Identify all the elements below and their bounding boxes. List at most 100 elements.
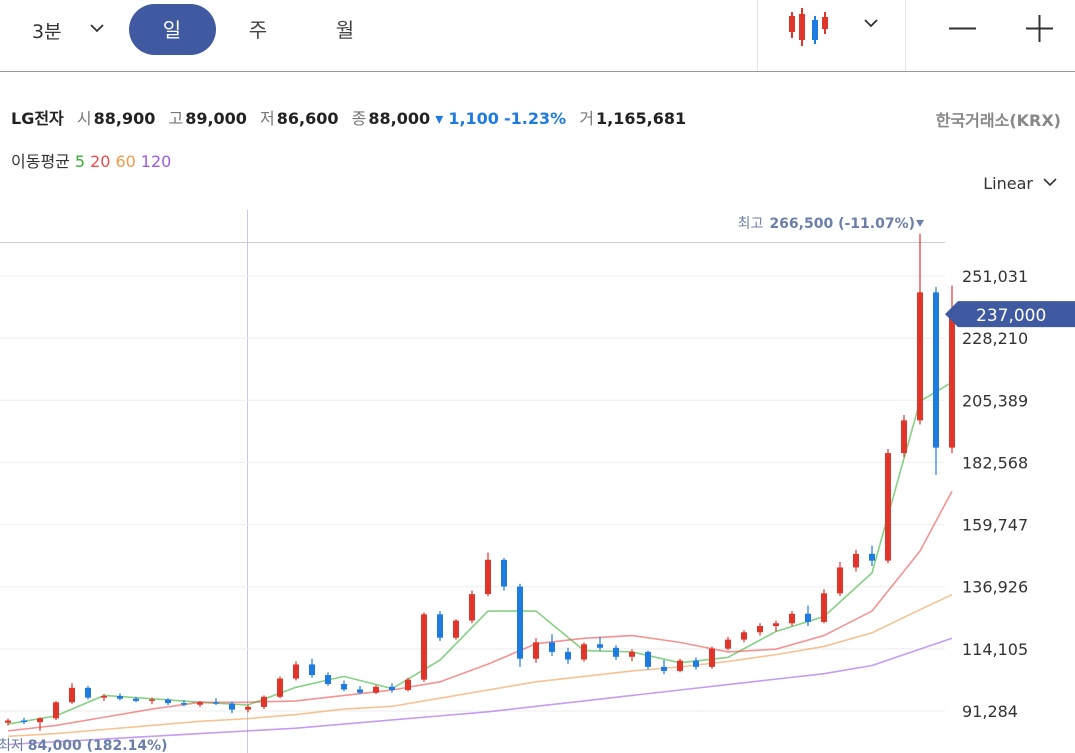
candle-body	[565, 651, 571, 660]
candle-body	[453, 620, 459, 638]
active-tab-pill[interactable]	[129, 4, 216, 55]
candle-body	[501, 559, 507, 587]
candle-body	[597, 644, 603, 648]
candle-body	[53, 702, 59, 719]
scale-mode[interactable]: Linear	[983, 174, 1033, 193]
field-value: 86,600	[276, 109, 339, 128]
interval[interactable]: 3분	[32, 21, 62, 43]
candle-body	[549, 642, 555, 652]
ma-line	[7, 637, 953, 746]
field-value: 88,000	[368, 109, 431, 128]
tab[interactable]: 주	[249, 18, 267, 42]
y-tick-label: 205,389	[962, 391, 1028, 410]
candle-body	[725, 639, 731, 649]
scale-chevron[interactable]	[1043, 178, 1057, 187]
candle-body	[389, 686, 395, 691]
field-label: 시	[76, 109, 92, 128]
candle-body	[773, 623, 779, 627]
field-label: 저	[260, 109, 275, 128]
candle-body	[629, 651, 635, 657]
interval-chevron[interactable]	[90, 24, 104, 33]
ma-legend-item[interactable]: 5	[74, 152, 86, 171]
candle-body	[261, 696, 267, 707]
ma-legend-item[interactable]: 20	[90, 152, 111, 171]
chart-type-icon[interactable]	[789, 8, 828, 46]
candle-body	[293, 664, 299, 679]
y-tick-label: 228,210	[962, 329, 1028, 348]
candle-body	[741, 632, 747, 640]
candle-body	[757, 626, 763, 633]
change-pct: -1.23%	[504, 109, 567, 128]
ma-legend: 이동평균 5 20 60 120	[11, 148, 171, 172]
candle-body	[933, 292, 939, 448]
field-value: 89,000	[185, 109, 247, 128]
down-arrow: ▾	[435, 109, 444, 128]
candle-body	[277, 678, 283, 697]
candle-body	[485, 559, 491, 595]
ma-line	[7, 593, 953, 738]
candle-body	[869, 553, 875, 561]
candle-body	[789, 613, 795, 624]
tab[interactable]: 일	[163, 18, 181, 42]
candle-body	[133, 698, 139, 701]
candle-body	[677, 660, 683, 671]
candle-body	[469, 594, 475, 621]
candle-body	[437, 614, 443, 638]
y-tick-label: 114,105	[962, 640, 1028, 659]
candle-body	[805, 613, 811, 622]
y-tick-label: 159,747	[962, 516, 1028, 535]
field-label: 종	[351, 109, 367, 128]
y-tick-label: 251,031	[962, 267, 1028, 286]
candle-body	[325, 675, 331, 685]
candle-body	[517, 586, 523, 659]
candle-body	[885, 453, 891, 561]
candle-body	[645, 651, 651, 667]
candle-body	[69, 687, 75, 703]
ma-line	[7, 490, 953, 732]
candle-body	[949, 314, 955, 448]
candle-body	[213, 702, 219, 704]
candle-body	[373, 686, 379, 693]
max-label: 최고	[738, 216, 764, 232]
candle-body	[661, 666, 667, 671]
last-price-label: 237,000	[976, 306, 1046, 326]
field-label: 고	[168, 109, 184, 128]
candle-body	[405, 679, 411, 691]
tab[interactable]: 월	[336, 18, 354, 42]
candle-body	[837, 567, 843, 594]
candle-body	[709, 648, 715, 667]
candle-body	[21, 720, 27, 723]
min-value: 84,000 (182.14%)	[28, 738, 168, 753]
field-label: 거	[579, 109, 594, 128]
candle-body	[181, 703, 187, 705]
ma-legend-item[interactable]: 120	[140, 152, 172, 171]
last-price-tag	[945, 301, 1075, 328]
candle-body	[533, 642, 539, 659]
candle-body	[613, 647, 619, 657]
ma-line	[7, 381, 953, 725]
ma-legend-title: 이동평균	[11, 152, 70, 171]
field-value: 88,900	[93, 109, 156, 128]
volume: 1,165,681	[596, 109, 687, 128]
y-tick-label: 91,284	[962, 702, 1018, 721]
candle-body	[149, 699, 155, 701]
candle-body	[821, 593, 827, 622]
max-value: 266,500 (-11.07%)	[769, 216, 915, 232]
candle-body	[693, 660, 699, 667]
candle-body	[85, 687, 91, 698]
zoom-in[interactable]	[1026, 15, 1053, 42]
y-tick-label: 182,568	[962, 453, 1028, 472]
change: 1,100	[448, 109, 499, 128]
quote-header: LG전자 시 88,900 고 89,000 저 86,600 종 88,000 ▾ 1…	[11, 105, 686, 129]
candle-body	[901, 420, 907, 454]
chart-type-chevron[interactable]	[864, 19, 878, 28]
candle-body	[341, 684, 347, 690]
candle-body	[5, 720, 11, 723]
candle-body	[581, 644, 587, 660]
y-tick-label: 136,926	[962, 578, 1028, 597]
ma-legend-item[interactable]: 60	[115, 152, 136, 171]
candle-body	[245, 706, 251, 710]
